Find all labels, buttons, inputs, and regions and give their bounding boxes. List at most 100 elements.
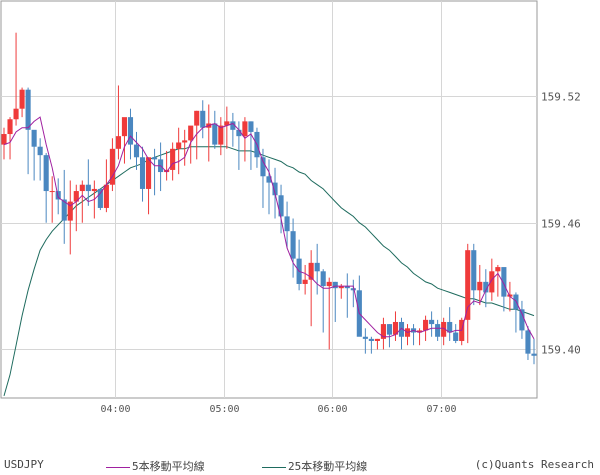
candle — [278, 184, 284, 234]
candle-body — [73, 191, 79, 202]
symbol-label: USDJPY — [4, 458, 44, 471]
candle — [392, 311, 399, 341]
candle-body — [1, 134, 7, 145]
candle — [368, 336, 374, 354]
candle-body — [212, 123, 218, 145]
candle — [7, 117, 13, 160]
candle-body — [188, 125, 194, 141]
candle — [152, 148, 158, 196]
candle-body — [392, 321, 399, 335]
candle-body — [525, 330, 531, 354]
candle — [453, 324, 459, 344]
candle-body — [43, 155, 49, 192]
candle-body — [465, 250, 471, 320]
candle-body — [278, 195, 284, 217]
candle — [103, 159, 109, 213]
candle-body — [290, 231, 296, 259]
candle — [284, 201, 290, 249]
legend-ma5-label: 5本移動平均線 — [132, 460, 205, 473]
candle — [465, 243, 471, 344]
candle-body — [200, 110, 206, 128]
candle — [49, 176, 55, 223]
x-tick-label: 04:00 — [100, 404, 130, 415]
candle — [79, 180, 85, 223]
candle — [13, 32, 19, 126]
candle-body — [19, 89, 25, 109]
legend-ma25: 25本移動平均線 — [262, 458, 367, 474]
candle-body — [429, 319, 435, 325]
candle — [43, 153, 49, 223]
candle-body — [320, 271, 326, 287]
candle — [236, 121, 242, 170]
candle — [145, 157, 152, 215]
candle — [176, 127, 182, 175]
candle — [25, 87, 31, 175]
candle-body — [453, 332, 459, 341]
candle-body — [61, 199, 67, 221]
candle — [230, 112, 236, 147]
candle — [344, 273, 350, 318]
candle-body — [109, 148, 115, 185]
candle — [483, 269, 489, 308]
candle-body — [519, 309, 525, 331]
chart-svg: 159.40 159.46 159.52 04:00 05:00 06:00 07:00 — [0, 0, 581, 415]
candle — [121, 117, 128, 164]
candle-body — [308, 262, 314, 280]
candle — [513, 292, 519, 333]
candle — [362, 328, 368, 354]
candle-body — [314, 262, 320, 272]
candle — [242, 117, 248, 162]
candle — [37, 138, 43, 181]
candle — [435, 319, 441, 341]
candle — [290, 218, 296, 278]
candle — [188, 125, 194, 164]
candle — [73, 184, 79, 232]
ma5-line — [3, 116, 535, 340]
candle — [266, 159, 272, 215]
candle-body — [127, 117, 134, 145]
candle-body — [326, 281, 332, 287]
y-tick-label: 159.52 — [541, 91, 581, 104]
candle-body — [25, 89, 31, 130]
x-tick-label: 05:00 — [209, 404, 239, 415]
y-tick-label: 159.40 — [541, 344, 581, 357]
candle-body — [170, 148, 176, 170]
candle — [224, 106, 230, 149]
candle — [471, 243, 477, 306]
candle — [248, 121, 254, 170]
candle — [158, 142, 164, 192]
candle-body — [85, 184, 91, 192]
candle — [314, 243, 320, 295]
candle — [212, 110, 218, 149]
candle-body — [182, 140, 188, 143]
candle-body — [272, 182, 278, 196]
candle-body — [362, 336, 368, 339]
candle-body — [386, 324, 393, 335]
candle — [441, 317, 447, 346]
ma5-swatch — [106, 466, 130, 468]
credit-label: (c)Quants Research — [474, 458, 594, 471]
candle-body — [302, 279, 308, 284]
candle — [1, 127, 7, 160]
candle — [380, 317, 386, 350]
y-tick-label: 159.46 — [541, 218, 581, 231]
candle-body — [266, 176, 272, 183]
candle-body — [49, 191, 55, 193]
candle — [423, 315, 429, 341]
candle-body — [417, 330, 423, 333]
candle-body — [133, 144, 140, 158]
candle-body — [338, 286, 344, 289]
candle-body — [483, 281, 489, 293]
candle-body — [471, 250, 477, 291]
candle-body — [115, 136, 121, 149]
candle-body — [374, 338, 380, 341]
ma25-swatch — [262, 466, 286, 468]
candle — [501, 267, 507, 312]
candle-body — [350, 288, 356, 291]
candle — [31, 129, 37, 181]
candle-body — [489, 271, 495, 293]
candle-body — [441, 321, 447, 337]
candle — [133, 131, 140, 170]
candle-body — [230, 121, 236, 130]
